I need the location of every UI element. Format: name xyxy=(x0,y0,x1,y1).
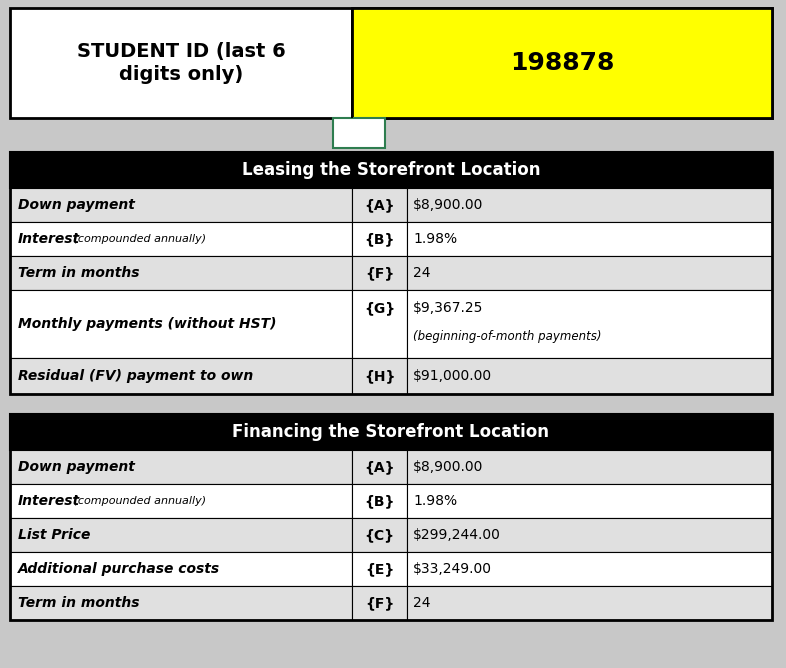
Text: {A}: {A} xyxy=(364,198,395,212)
Text: Interest: Interest xyxy=(18,494,80,508)
Bar xyxy=(407,222,772,256)
Bar xyxy=(10,586,352,620)
Text: {E}: {E} xyxy=(365,562,394,576)
Bar xyxy=(407,290,772,358)
Text: Additional purchase costs: Additional purchase costs xyxy=(18,562,220,576)
Bar xyxy=(352,358,407,394)
Bar xyxy=(10,152,772,394)
Text: Monthly payments (without HST): Monthly payments (without HST) xyxy=(18,317,277,331)
Bar xyxy=(407,358,772,394)
Text: {B}: {B} xyxy=(365,232,395,246)
Text: $299,244.00: $299,244.00 xyxy=(413,528,501,542)
Bar xyxy=(351,8,353,118)
Bar xyxy=(407,188,772,222)
Bar xyxy=(10,450,352,484)
Bar xyxy=(352,450,407,484)
Text: (compounded annually): (compounded annually) xyxy=(70,234,206,244)
Text: {C}: {C} xyxy=(365,528,395,542)
Text: 1.98%: 1.98% xyxy=(413,232,457,246)
Bar xyxy=(352,290,407,358)
Bar xyxy=(10,290,352,358)
Text: Financing the Storefront Location: Financing the Storefront Location xyxy=(233,423,549,441)
Bar xyxy=(10,256,352,290)
Text: $33,249.00: $33,249.00 xyxy=(413,562,492,576)
Bar xyxy=(10,152,772,188)
Text: $8,900.00: $8,900.00 xyxy=(413,460,483,474)
Bar xyxy=(407,450,772,484)
Text: $9,367.25: $9,367.25 xyxy=(413,301,483,315)
Bar xyxy=(407,484,772,518)
Bar xyxy=(407,586,772,620)
Text: 198878: 198878 xyxy=(510,51,614,75)
Bar xyxy=(10,188,352,222)
Text: Leasing the Storefront Location: Leasing the Storefront Location xyxy=(242,161,540,179)
Text: 24: 24 xyxy=(413,266,431,280)
Text: Interest: Interest xyxy=(18,232,80,246)
Text: {F}: {F} xyxy=(365,596,394,610)
Bar xyxy=(352,222,407,256)
Bar xyxy=(352,256,407,290)
Bar xyxy=(407,518,772,552)
Bar xyxy=(352,518,407,552)
Text: List Price: List Price xyxy=(18,528,90,542)
Text: (beginning-of-month payments): (beginning-of-month payments) xyxy=(413,330,601,343)
Bar xyxy=(407,552,772,586)
Text: STUDENT ID (last 6
digits only): STUDENT ID (last 6 digits only) xyxy=(76,43,285,84)
Text: {H}: {H} xyxy=(364,369,395,383)
Text: Down payment: Down payment xyxy=(18,198,135,212)
Bar xyxy=(10,358,352,394)
Bar xyxy=(352,586,407,620)
Bar xyxy=(10,8,772,118)
Bar xyxy=(407,256,772,290)
Text: (compounded annually): (compounded annually) xyxy=(70,496,206,506)
Bar xyxy=(352,188,407,222)
Text: {F}: {F} xyxy=(365,266,394,280)
Bar xyxy=(10,552,352,586)
Text: 24: 24 xyxy=(413,596,431,610)
Bar xyxy=(352,484,407,518)
Text: 1.98%: 1.98% xyxy=(413,494,457,508)
Text: $91,000.00: $91,000.00 xyxy=(413,369,492,383)
Bar xyxy=(352,552,407,586)
Text: Term in months: Term in months xyxy=(18,596,139,610)
Text: Down payment: Down payment xyxy=(18,460,135,474)
Text: {A}: {A} xyxy=(364,460,395,474)
Text: Residual (FV) payment to own: Residual (FV) payment to own xyxy=(18,369,253,383)
Bar xyxy=(352,8,772,118)
Bar xyxy=(10,414,772,620)
Text: $8,900.00: $8,900.00 xyxy=(413,198,483,212)
Bar xyxy=(333,118,385,148)
Text: {B}: {B} xyxy=(365,494,395,508)
Bar xyxy=(10,414,772,450)
Bar xyxy=(10,222,352,256)
Text: {G}: {G} xyxy=(364,301,395,315)
Bar xyxy=(10,518,352,552)
Bar xyxy=(10,484,352,518)
Text: Term in months: Term in months xyxy=(18,266,139,280)
